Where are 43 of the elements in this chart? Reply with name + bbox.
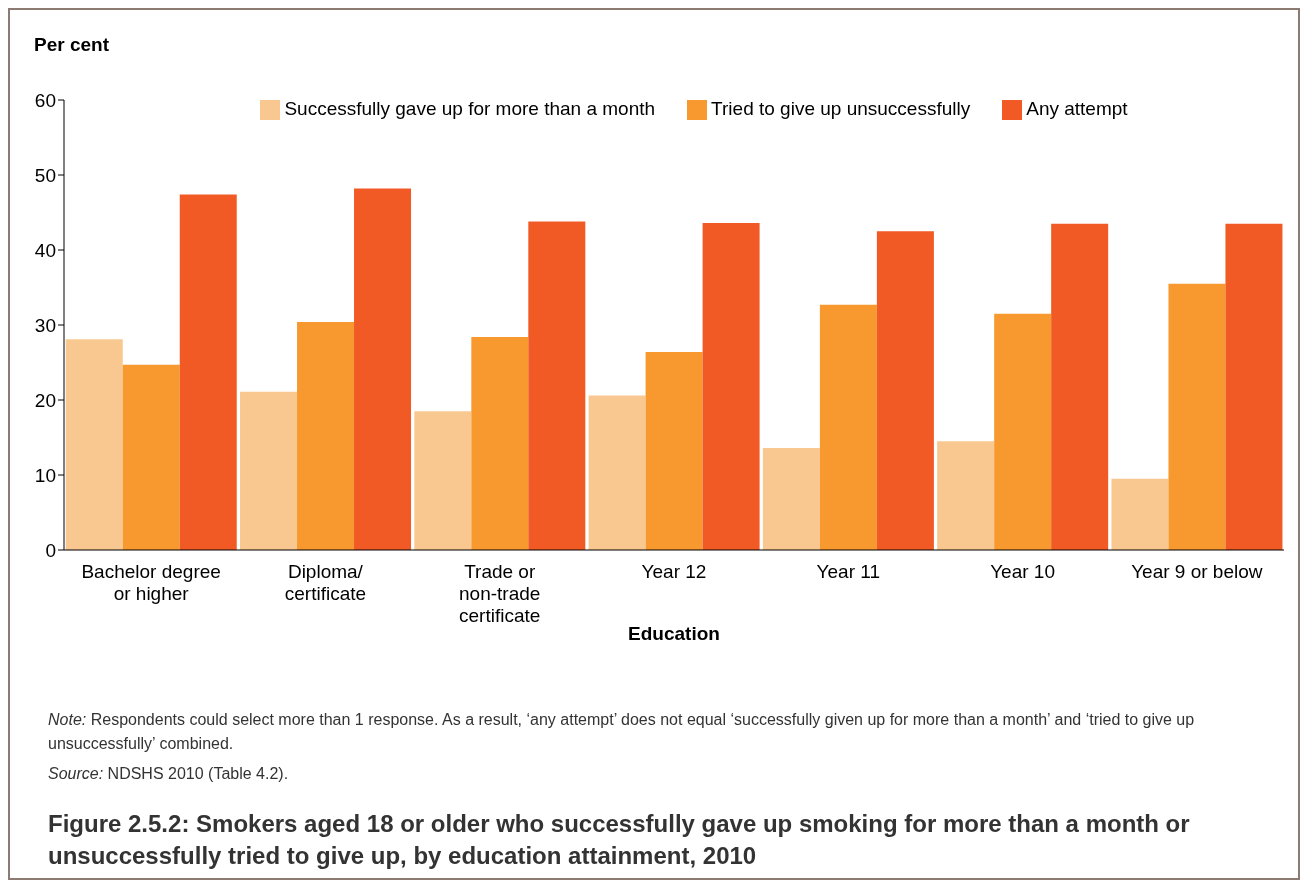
bar xyxy=(1051,223,1109,550)
bar xyxy=(819,304,877,550)
bar xyxy=(702,223,760,550)
legend-label: Tried to give up unsuccessfully xyxy=(711,98,971,119)
bar xyxy=(179,194,237,550)
y-tick-label: 10 xyxy=(34,464,56,486)
bar xyxy=(528,221,586,550)
bar xyxy=(1111,478,1169,550)
bar xyxy=(762,448,820,550)
y-tick-label: 30 xyxy=(34,314,56,336)
bar xyxy=(645,352,703,550)
bar xyxy=(1168,283,1226,550)
source-note: Source: NDSHS 2010 (Table 4.2). xyxy=(48,764,290,784)
bar xyxy=(588,395,646,550)
y-tick-label: 20 xyxy=(34,389,56,411)
bar xyxy=(240,391,298,550)
bar xyxy=(471,337,529,550)
x-axis-title: Education xyxy=(628,623,720,644)
legend-label: Successfully gave up for more than a month xyxy=(284,98,656,119)
x-tick-label: Diploma/ certificate xyxy=(284,561,367,604)
bar xyxy=(414,411,472,550)
bar xyxy=(354,188,412,550)
x-tick-label: Year 12 xyxy=(641,561,707,582)
bar xyxy=(297,322,355,550)
x-tick-label: Year 10 xyxy=(990,561,1055,582)
x-tick-label: Bachelor degree or higher xyxy=(81,561,221,604)
bar xyxy=(876,231,934,550)
bar xyxy=(65,339,123,550)
x-tick-label: Trade or non-trade certificate xyxy=(459,561,541,626)
bar xyxy=(1225,223,1283,550)
bar xyxy=(122,364,180,550)
text: Figure 2.5.2: Smokers aged 18 or older who successfully gave up smoking for more than a month or unsuccessfully tried to give up, by education attainment, 2010 xyxy=(48,809,1191,871)
bar xyxy=(994,313,1052,550)
x-tick-label: Year 11 xyxy=(816,561,880,582)
y-tick-label: 0 xyxy=(45,539,56,561)
text: Note: Respondents could select more than 1 response. As a result, ‘any attempt’ does not equal ‘successfully given up for more than a month’ and ‘tried to give up unsuccessfully’ combined. xyxy=(48,710,1196,754)
x-tick-label: Year 9 or below xyxy=(1131,561,1263,582)
y-tick-label: 60 xyxy=(34,89,56,111)
y-axis-title: Per cent xyxy=(34,34,109,56)
bar xyxy=(937,441,995,550)
y-tick-label: 40 xyxy=(34,239,56,261)
legend-label: Any attempt xyxy=(1026,98,1128,119)
y-tick-label: 50 xyxy=(34,164,56,186)
